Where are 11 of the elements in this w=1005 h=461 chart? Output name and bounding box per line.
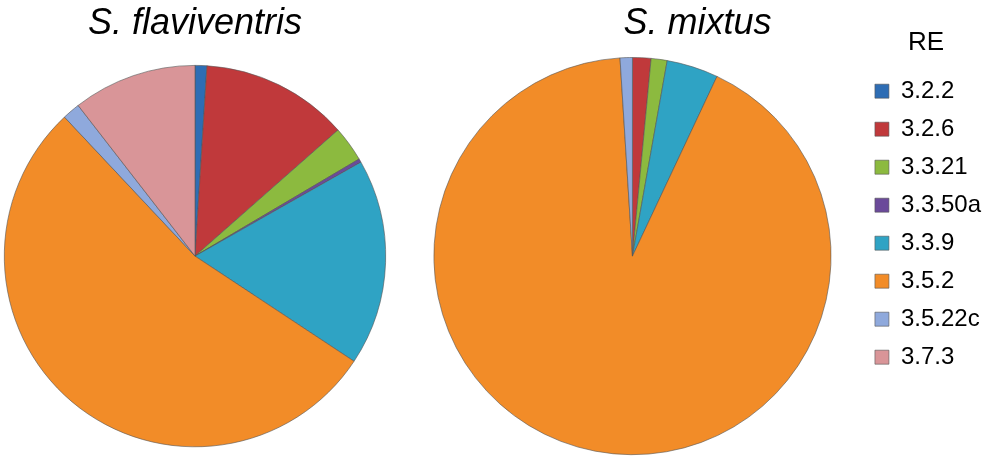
chart-title: S. mixtus: [623, 0, 772, 42]
legend-label: 3.5.22c: [900, 303, 980, 331]
legend-label: 3.7.3: [900, 341, 955, 369]
legend-label: 3.3.21: [900, 151, 968, 179]
legend-label: 3.3.50a: [900, 189, 982, 217]
legend-label: 3.2.6: [900, 113, 955, 141]
legend-label: 3.3.9: [900, 227, 955, 255]
legend-title: RE: [907, 26, 945, 57]
chart-title: S. flaviventris: [87, 0, 303, 42]
legend-label: 3.2.2: [900, 75, 955, 103]
legend-label: 3.5.2: [900, 265, 955, 293]
